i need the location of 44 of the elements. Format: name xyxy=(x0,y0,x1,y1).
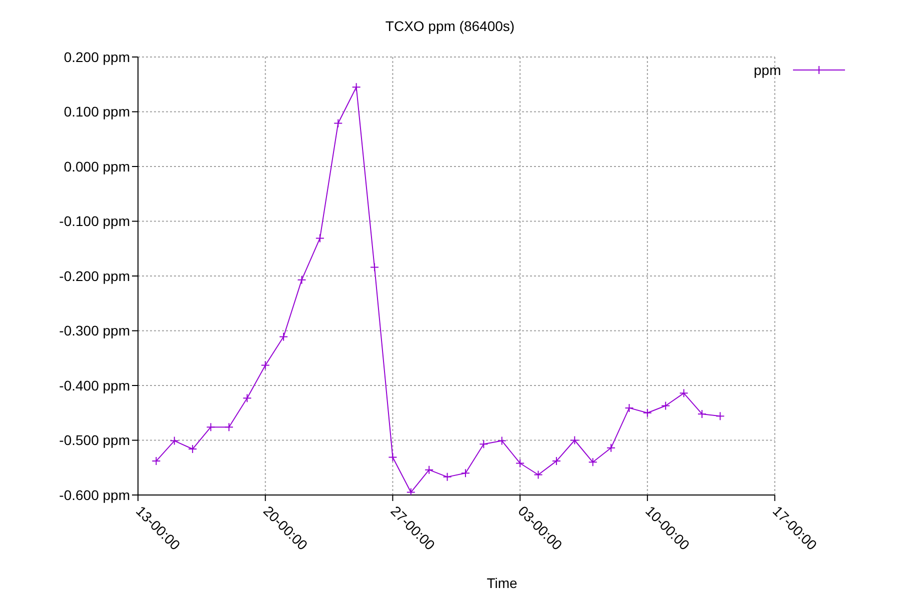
point xyxy=(624,403,634,412)
y-tick-label: -0.300 ppm xyxy=(59,322,130,339)
point xyxy=(552,456,561,466)
point xyxy=(606,443,616,452)
point xyxy=(170,436,179,446)
point xyxy=(570,436,580,445)
point xyxy=(534,470,543,480)
x-axis-title: Time xyxy=(486,575,518,591)
point xyxy=(516,458,525,468)
point xyxy=(279,332,288,342)
point xyxy=(388,452,398,462)
point xyxy=(260,360,270,370)
point xyxy=(588,458,598,467)
y-tick-label: -0.600 ppm xyxy=(59,486,130,503)
point xyxy=(661,401,670,410)
y-tick-label: -0.400 ppm xyxy=(59,377,130,394)
y-tick-label: -0.100 ppm xyxy=(59,213,130,230)
point xyxy=(497,436,506,446)
point xyxy=(424,465,434,474)
point xyxy=(352,82,361,92)
point xyxy=(442,472,452,482)
point xyxy=(297,275,306,284)
y-tick-label: 0.100 ppm xyxy=(64,104,130,120)
point xyxy=(642,408,652,418)
point xyxy=(679,388,688,398)
point xyxy=(206,422,216,432)
point xyxy=(406,488,416,495)
y-tick-label: 0.200 ppm xyxy=(64,48,130,65)
y-tick-label: -0.500 ppm xyxy=(59,432,130,448)
point xyxy=(152,456,161,466)
y-tick-label: 0.000 ppm xyxy=(64,158,130,174)
point xyxy=(460,468,470,478)
point xyxy=(188,444,198,454)
point xyxy=(334,118,343,128)
y-tick-label: -0.200 ppm xyxy=(59,268,130,284)
legend-label: ppm xyxy=(754,62,781,78)
point xyxy=(479,440,488,449)
point xyxy=(224,422,234,432)
chart-title: TCXO ppm (86400s) xyxy=(384,18,516,34)
point xyxy=(242,394,252,403)
point xyxy=(716,412,725,421)
point xyxy=(370,262,380,272)
point xyxy=(697,409,706,418)
point xyxy=(315,234,324,243)
